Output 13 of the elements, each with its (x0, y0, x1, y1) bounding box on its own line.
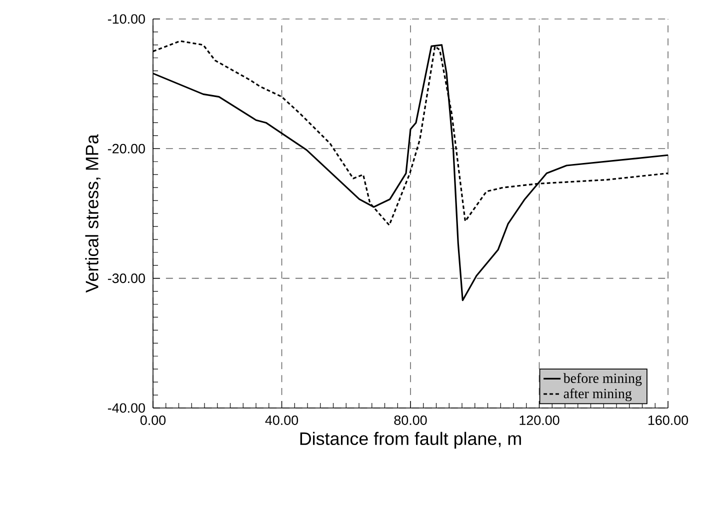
y-tick-label: -40.00 (108, 403, 145, 413)
y-tick-label: -10.00 (108, 14, 145, 24)
x-tick-label: 120.00 (520, 415, 560, 426)
x-tick-label: 160.00 (648, 415, 688, 426)
x-axis-title: Distance from fault plane, m (300, 432, 521, 449)
y-axis-title: Vertical stress, MPa (85, 134, 101, 293)
x-tick-label: 0.00 (140, 415, 166, 426)
legend-label: after mining (564, 388, 632, 402)
x-tick-label: 80.00 (394, 415, 427, 426)
legend-label: before mining (563, 373, 642, 386)
y-tick-label: -30.00 (108, 274, 145, 284)
y-tick-label: -20.00 (108, 144, 145, 154)
x-tick-label: 40.00 (265, 415, 298, 426)
